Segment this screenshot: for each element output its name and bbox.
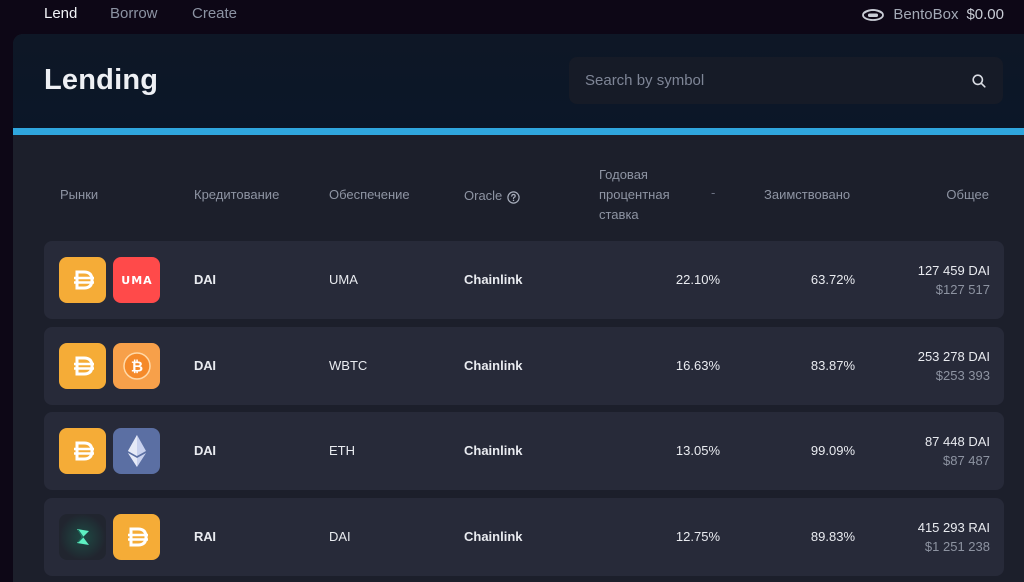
oracle-name: Chainlink: [464, 443, 523, 458]
table-row[interactable]: UMA DAI UMA Chainlink 22.10% 63.72% 127 …: [44, 241, 1004, 319]
header-total[interactable]: Общее: [946, 187, 989, 202]
lending-asset: RAI: [194, 529, 216, 544]
header-apr-line3: ставка: [599, 207, 639, 222]
header-borrowed[interactable]: Заимствовано: [764, 187, 851, 202]
apr-value: 22.10%: [675, 272, 720, 287]
search-input[interactable]: [585, 72, 971, 89]
collateral-asset: UMA: [329, 272, 358, 287]
uma-icon: UMA: [113, 257, 160, 303]
dai-icon: [59, 343, 106, 389]
apr-value: 16.63%: [675, 358, 720, 373]
dai-icon: [113, 514, 160, 560]
header-markets[interactable]: Рынки: [60, 187, 99, 202]
borrowed-value: 83.87%: [810, 358, 855, 373]
collateral-asset: WBTC: [329, 358, 368, 373]
total-supply: 253 278 DAI $253 393: [918, 347, 990, 385]
page-title: Lending: [44, 64, 159, 96]
table-row[interactable]: DAI ETH Chainlink 13.05% 99.09% 87 448 D…: [44, 412, 1004, 490]
search-icon[interactable]: [971, 73, 987, 89]
total-usd: $1 251 238: [924, 539, 990, 554]
apr-value: 13.05%: [675, 443, 720, 458]
nav-borrow-link[interactable]: Borrow: [110, 5, 158, 22]
panel-header: Lending: [13, 34, 1024, 128]
bentobox-balance-value: $0.00: [966, 5, 1004, 23]
header-collateral[interactable]: Обеспечение: [329, 187, 410, 202]
help-icon[interactable]: [507, 190, 520, 204]
oracle-name: Chainlink: [464, 358, 523, 373]
wbtc-icon: ₿: [113, 343, 160, 389]
collateral-asset: ETH: [329, 443, 355, 458]
dai-icon: [59, 428, 106, 474]
svg-text:UMA: UMA: [121, 274, 152, 287]
total-supply: 87 448 DAI $87 487: [925, 432, 990, 470]
total-usd: $87 487: [943, 453, 990, 468]
svg-text:₿: ₿: [130, 358, 142, 376]
total-usd: $253 393: [935, 368, 990, 383]
search-box[interactable]: [569, 57, 1003, 104]
bentobox-icon: [861, 6, 885, 22]
eth-icon: [113, 428, 160, 474]
lending-asset: DAI: [194, 443, 216, 458]
borrowed-value: 63.72%: [810, 272, 855, 287]
oracle-name: Chainlink: [464, 272, 523, 287]
bentobox-label: BentoBox: [893, 5, 959, 23]
oracle-name: Chainlink: [464, 529, 523, 544]
header-lending[interactable]: Кредитование: [194, 187, 280, 202]
header-apr-line2: процентная: [599, 187, 670, 202]
total-supply: 127 459 DAI $127 517: [918, 261, 990, 299]
table-row[interactable]: ₿ DAI WBTC Chainlink 16.63% 83.87% 253 2…: [44, 327, 1004, 405]
top-navigation: Lend Borrow Create BentoBox $0.00: [0, 0, 1024, 28]
lending-asset: DAI: [194, 272, 216, 287]
borrowed-value: 89.83%: [810, 529, 855, 544]
bentobox-balance-button[interactable]: BentoBox $0.00: [861, 5, 1004, 23]
lending-asset: DAI: [194, 358, 216, 373]
total-usd: $127 517: [935, 282, 990, 297]
collateral-asset: DAI: [329, 529, 351, 544]
nav-create-link[interactable]: Create: [192, 5, 238, 22]
header-oracle[interactable]: Oracle: [464, 186, 520, 206]
total-supply: 415 293 RAI $1 251 238: [918, 518, 990, 556]
apr-sort-indicator[interactable]: -: [711, 185, 716, 200]
dai-icon: [59, 257, 106, 303]
nav-lend-link[interactable]: Lend: [44, 5, 78, 22]
header-apr[interactable]: Годовая процентная ставка: [599, 165, 709, 225]
rai-icon: [59, 514, 106, 560]
accent-divider: [13, 128, 1024, 135]
total-amount: 87 448 DAI: [924, 434, 990, 449]
apr-value: 12.75%: [675, 529, 720, 544]
header-oracle-label: Oracle: [464, 188, 503, 203]
header-apr-line1: Годовая: [599, 167, 648, 182]
total-amount: 415 293 RAI: [917, 520, 990, 535]
borrowed-value: 99.09%: [810, 443, 855, 458]
total-amount: 127 459 DAI: [917, 263, 990, 278]
total-amount: 253 278 DAI: [917, 349, 990, 364]
table-row[interactable]: RAI DAI Chainlink 12.75% 89.83% 415 293 …: [44, 498, 1004, 576]
